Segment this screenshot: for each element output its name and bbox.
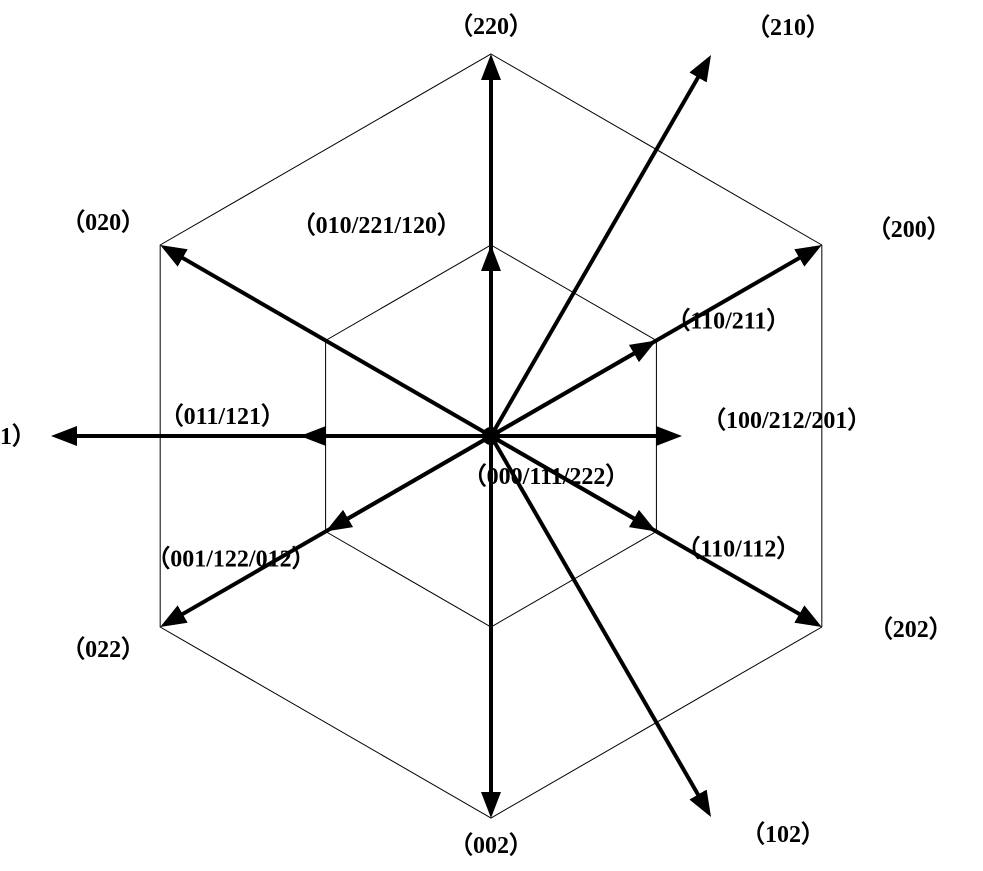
center-label: （000/111/222） — [463, 463, 630, 490]
vector-diagram: （220） （200） （202） （002） （022） （020） （021） （210）… — [0, 0, 983, 871]
vector-label: （021） — [0, 423, 36, 450]
vector-label: （200） — [867, 216, 951, 243]
vector-label: （102） — [741, 821, 825, 848]
vector-label: （220） — [449, 13, 533, 40]
vector-label: （001/122/012） — [146, 546, 315, 573]
vector-label: （022） — [61, 636, 145, 663]
vector-label: （010/221/120） — [292, 212, 461, 239]
vector-label: （202） — [869, 616, 953, 643]
vector-label: （011/121） — [160, 403, 285, 430]
vector-label: （100/212/201） — [702, 407, 871, 434]
vector-label: （002） — [449, 832, 533, 859]
vector-label: （020） — [61, 209, 145, 236]
vector-label: （110/211） — [666, 308, 790, 335]
vector-label: （210） — [746, 14, 830, 41]
vector-label: （110/112） — [676, 536, 800, 563]
